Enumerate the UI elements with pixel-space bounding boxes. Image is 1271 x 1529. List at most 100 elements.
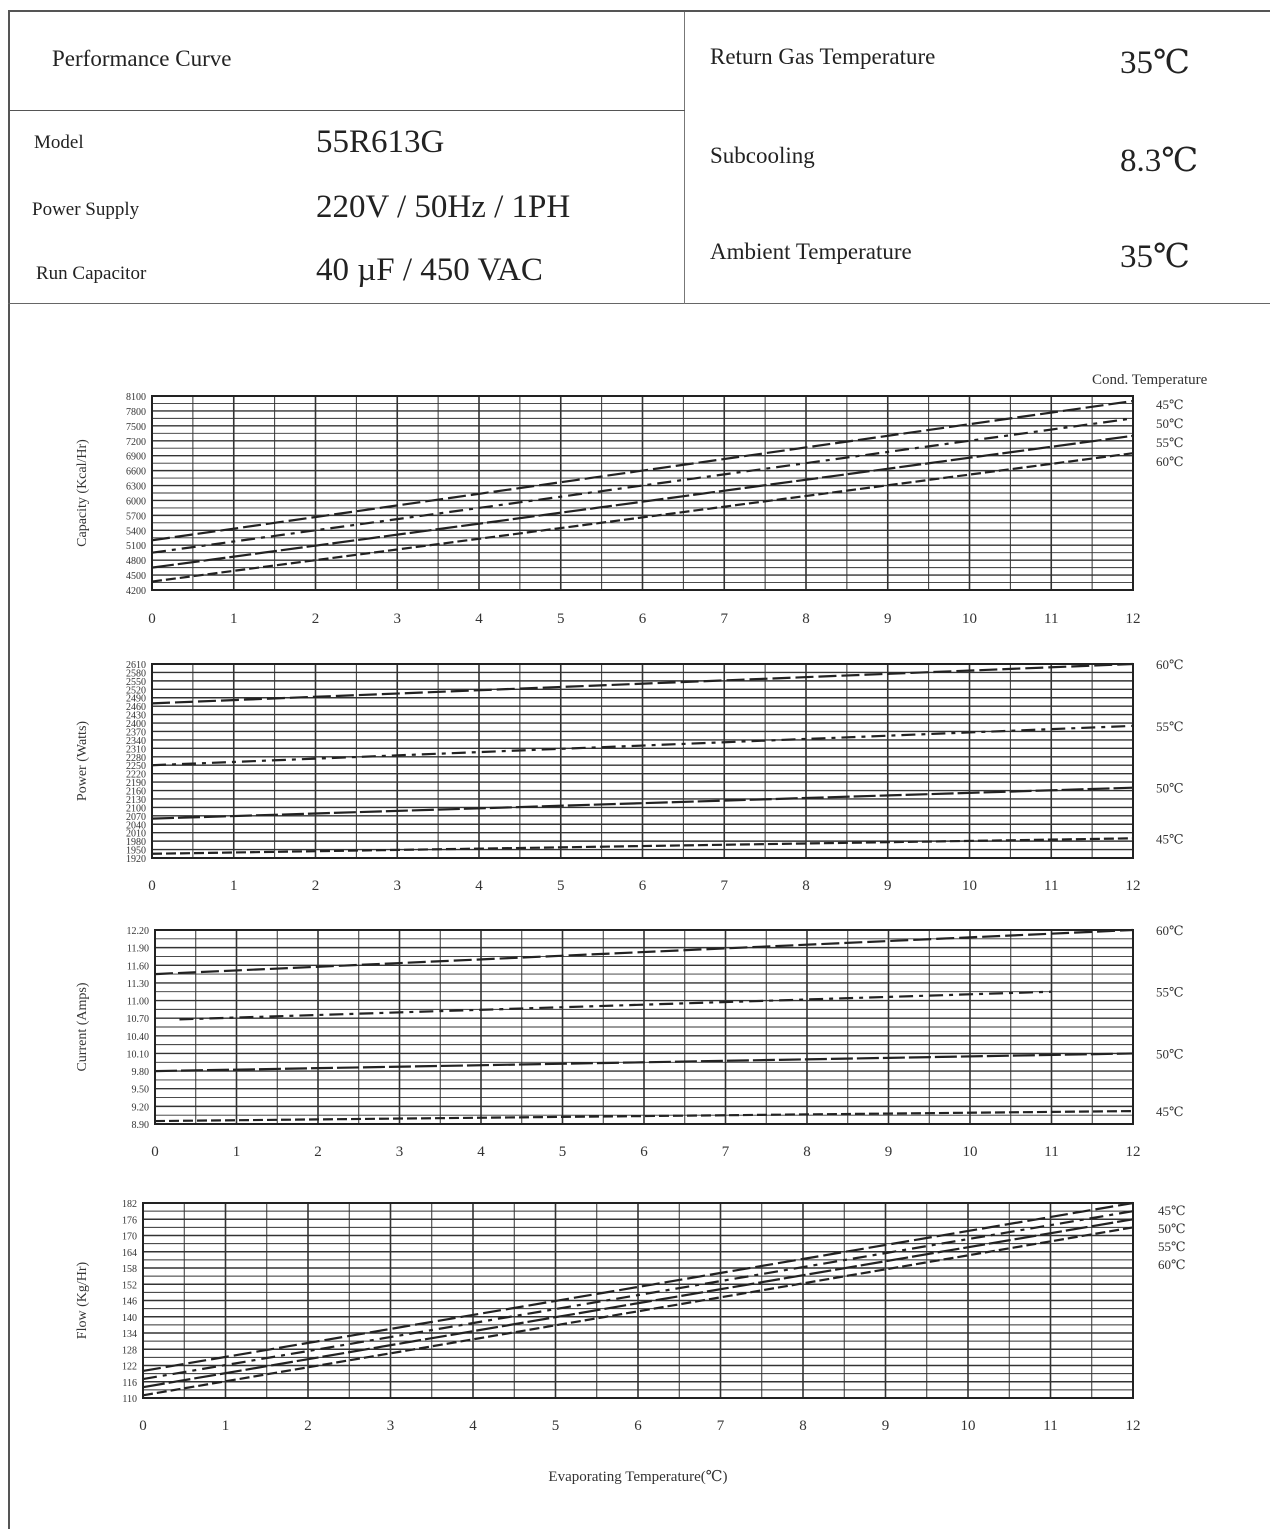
x-tick-label: 1 [230,878,238,894]
series-label: 45℃ [1156,397,1184,412]
header-divider-horizontal [10,110,685,111]
y-tick-label: 2460 [126,702,146,713]
chart-1: 8100780075007200690066006300600057005400… [75,372,1208,627]
series-line [154,928,1134,976]
x-tick-label: 6 [639,611,647,627]
x-tick-label: 0 [139,1418,147,1434]
x-tick-label: 3 [387,1418,395,1434]
x-tick-label: 1 [222,1418,230,1434]
power-supply-value: 220V / 50Hz / 1PH [316,189,571,225]
y-tick-label: 2010 [126,829,146,840]
y-axis-label: Capacity (Kcal/Hr) [75,439,90,547]
x-tick-label: 6 [640,1144,648,1160]
x-tick-label: 10 [963,1144,978,1160]
y-tick-label: 11.90 [127,944,149,955]
y-tick-label: 10.70 [127,1014,150,1025]
x-tick-label: 2 [314,1144,322,1160]
series-label: 50℃ [1156,781,1184,796]
y-tick-label: 2070 [126,812,146,823]
x-tick-label: 0 [151,1144,159,1160]
y-tick-label: 11.60 [127,961,149,972]
y-tick-label: 2100 [126,803,146,814]
series-label: 50℃ [1156,1046,1184,1061]
y-tick-label: 2490 [126,694,146,705]
y-tick-label: 176 [122,1215,137,1226]
x-tick-label: 7 [717,1418,725,1434]
x-axis-label: Evaporating Temperature(℃) [548,1469,727,1485]
y-tick-label: 2160 [126,787,146,798]
y-tick-label: 12.20 [127,926,150,937]
x-tick-label: 7 [721,878,729,894]
legend-title: Cond. Temperature [1092,372,1208,388]
y-tick-label: 128 [122,1345,137,1356]
series-line [142,1210,1134,1381]
y-tick-label: 4800 [126,556,146,567]
y-tick-label: 4200 [126,586,146,597]
y-tick-label: 7800 [126,407,146,418]
y-tick-label: 122 [122,1362,137,1373]
x-tick-label: 0 [148,878,156,894]
series-label: 55℃ [1156,719,1184,734]
x-tick-label: 5 [552,1418,560,1434]
y-tick-label: 2250 [126,761,146,772]
series-line [151,399,1134,542]
x-tick-label: 5 [557,878,565,894]
y-tick-label: 110 [122,1394,137,1405]
x-tick-label: 3 [396,1144,404,1160]
y-tick-label: 8100 [126,392,146,403]
y-tick-label: 182 [122,1199,137,1210]
chart-4: 1821761701641581521461401341281221161100… [75,1199,1186,1485]
x-tick-label: 3 [394,611,402,627]
y-tick-label: 152 [122,1280,137,1291]
y-tick-label: 146 [122,1297,137,1308]
y-tick-label: 164 [122,1248,137,1259]
y-tick-label: 5100 [126,541,146,552]
x-tick-label: 4 [477,1144,485,1160]
series-label: 55℃ [1156,985,1184,1000]
series-label: 45℃ [1156,831,1184,846]
series-label: 45℃ [1158,1203,1186,1218]
y-tick-label: 5400 [126,526,146,537]
x-tick-label: 3 [394,878,402,894]
y-tick-label: 7500 [126,422,146,433]
model-value: 55R613G [316,124,445,160]
y-tick-label: 2340 [126,736,146,747]
y-tick-label: 2580 [126,668,146,679]
x-tick-label: 9 [884,878,892,894]
plot-frame [151,395,1134,591]
y-tick-label: 2520 [126,685,146,696]
y-tick-label: 6300 [126,482,146,493]
x-tick-label: 6 [639,878,647,894]
y-tick-label: 9.50 [132,1085,150,1096]
run-capacitor-value: 40 µF / 450 VAC [316,252,543,288]
y-tick-label: 134 [122,1329,137,1340]
series-line [151,837,1134,855]
y-tick-label: 140 [122,1313,137,1324]
chart-3: 12.20 11.90 11.60 11.30 11.00 10.70 10.40 10.10… [75,923,1184,1160]
return-gas-temperature-label: Return Gas Temperature [710,44,936,69]
datasheet [8,10,1270,1529]
run-capacitor-label: Run Capacitor [36,263,147,284]
series-line [151,662,1134,705]
header-divider-vertical [684,12,685,304]
y-tick-label: 1950 [126,846,146,857]
x-tick-label: 8 [799,1418,807,1434]
y-axis-label: Flow (Kg/Hr) [75,1261,90,1339]
x-tick-label: 11 [1044,1144,1058,1160]
ambient-temperature-value: 35℃ [1120,239,1190,275]
y-axis-label: Power (Watts) [75,721,90,801]
x-tick-label: 2 [312,878,320,894]
plot-frame [142,1202,1134,1399]
series-label: 45℃ [1156,1104,1184,1119]
x-tick-label: 10 [962,878,977,894]
plot-frame [151,663,1134,859]
chart-2: 2610258025502520249024602430240023702340… [75,657,1184,894]
x-tick-label: 9 [885,1144,893,1160]
y-tick-label: 7200 [126,437,146,448]
series-line [142,1218,1134,1389]
x-tick-label: 7 [722,1144,730,1160]
y-tick-label: 2040 [126,820,146,831]
x-tick-label: 2 [304,1418,312,1434]
y-tick-label: 1980 [126,837,146,848]
x-tick-label: 12 [1126,1418,1141,1434]
